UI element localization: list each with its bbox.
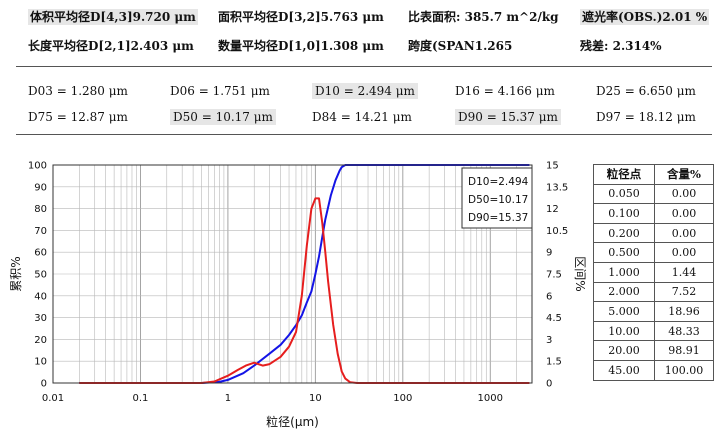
y2-tick-label: 10.5 xyxy=(546,226,568,237)
content-cell: 0.00 xyxy=(654,183,714,205)
size-point-cell: 5.000 xyxy=(593,301,655,322)
size-point-cell: 0.050 xyxy=(593,183,655,205)
y2-tick-label: 4.5 xyxy=(546,313,562,324)
y-tick-label: 60 xyxy=(34,248,47,259)
divider-top xyxy=(16,66,712,67)
y-axis-label: 累积% xyxy=(9,256,23,291)
size-point-cell: 0.200 xyxy=(593,222,655,244)
y-tick-label: 80 xyxy=(34,204,47,215)
d16-value: D16 = 4.166 μm xyxy=(455,84,555,98)
y-tick-label: 10 xyxy=(34,357,47,368)
content-cell: 0.00 xyxy=(654,242,714,263)
table-row: 20.00 98.91 xyxy=(593,340,714,361)
y-tick-label: 0 xyxy=(41,379,47,390)
y-tick-label: 90 xyxy=(34,182,47,193)
table-row: 2.000 7.52 xyxy=(593,281,714,303)
content-cell: 1.44 xyxy=(654,261,714,283)
y2-tick-label: 15 xyxy=(546,161,559,172)
x-tick-label: 10 xyxy=(309,393,322,404)
y-tick-label: 100 xyxy=(28,161,47,172)
content-cell: 18.96 xyxy=(654,301,714,322)
d-value-annotation: D10=2.494 D50=10.17 D90=15.37 xyxy=(461,167,533,229)
content-cell: 0.00 xyxy=(654,222,714,244)
table-row: 0.500 0.00 xyxy=(593,242,714,263)
y-tick-label: 50 xyxy=(34,270,47,281)
x-tick-label: 100 xyxy=(393,393,412,404)
d03-value: D03 = 1.280 μm xyxy=(28,84,128,98)
column-header-content: 含量% xyxy=(654,164,714,185)
size-point-cell: 20.00 xyxy=(593,340,655,361)
d06-value: D06 = 1.751 μm xyxy=(170,84,270,98)
divider-bottom xyxy=(16,134,712,135)
size-point-cell: 0.500 xyxy=(593,242,655,263)
y-tick-label: 40 xyxy=(34,291,47,302)
y2-tick-label: 13.5 xyxy=(546,182,568,193)
y2-tick-label: 6 xyxy=(546,291,552,302)
table-row: 0.100 0.00 xyxy=(593,203,714,224)
x-tick-label: 1000 xyxy=(478,393,503,404)
table-row: 5.000 18.96 xyxy=(593,301,714,322)
y-tick-label: 30 xyxy=(34,313,47,324)
d10-value: D10 = 2.494 μm xyxy=(312,83,418,99)
stat-length-mean: 长度平均径D[2,1]2.403 μm xyxy=(28,39,194,53)
table-row: 45.00 100.00 xyxy=(593,359,714,381)
stat-span: 跨度(SPAN1.265 xyxy=(408,39,513,53)
size-point-cell: 0.100 xyxy=(593,203,655,224)
y2-tick-labels: 0 1.5 3 4.5 6 7.5 9 10.5 12 13.5 15 xyxy=(546,161,568,390)
d90-value: D90 = 15.37 μm xyxy=(455,109,561,125)
d84-value: D84 = 14.21 μm xyxy=(312,110,412,124)
particle-size-chart: 0 10 20 30 40 50 60 70 80 90 100 0 1.5 3 4.5 6 7.5 9 10.5… xyxy=(9,161,587,430)
interval-series-line xyxy=(79,197,530,384)
size-point-cell: 2.000 xyxy=(593,281,655,303)
size-content-table: 粒径点 含量% 0.050 0.00 0.100 0.00 0.200 0.00 0.500… xyxy=(593,164,714,381)
plot-frame xyxy=(52,164,533,384)
content-cell: 98.91 xyxy=(654,340,714,361)
content-cell: 7.52 xyxy=(654,281,714,303)
stat-obscuration: 遮光率(OBS.)2.01 % xyxy=(580,9,710,25)
table-row: 0.050 0.00 xyxy=(593,183,714,205)
size-point-cell: 10.00 xyxy=(593,320,655,342)
d25-value: D25 = 6.650 μm xyxy=(596,84,696,98)
y-tick-label: 70 xyxy=(34,226,47,237)
content-cell: 48.33 xyxy=(654,320,714,342)
d75-value: D75 = 12.87 μm xyxy=(28,110,128,124)
y2-tick-label: 12 xyxy=(546,204,559,215)
y2-tick-label: 0 xyxy=(546,379,552,390)
stat-specific-surface: 比表面积: 385.7 m^2/kg xyxy=(408,10,559,24)
x-tick-labels: 0.01 0.1 1 10 100 1000 xyxy=(42,393,503,404)
content-cell: 100.00 xyxy=(654,359,714,381)
annotation-line: D50=10.17 xyxy=(468,194,528,206)
x-tick-label: 0.1 xyxy=(133,393,149,404)
table-row: 10.00 48.33 xyxy=(593,320,714,342)
table-row: 0.200 0.00 xyxy=(593,222,714,244)
d50-value: D50 = 10.17 μm xyxy=(170,109,276,125)
y-tick-label: 20 xyxy=(34,335,47,346)
content-cell: 0.00 xyxy=(654,203,714,224)
y2-tick-label: 1.5 xyxy=(546,357,562,368)
annotation-line: D90=15.37 xyxy=(468,212,528,224)
x-tick-label: 1 xyxy=(225,393,231,404)
y2-axis-label: 区间% xyxy=(573,256,587,291)
y2-tick-label: 7.5 xyxy=(546,270,562,281)
stat-volume-mean: 体积平均径D[4,3]9.720 μm xyxy=(28,9,198,25)
table-row: 1.000 1.44 xyxy=(593,261,714,283)
d97-value: D97 = 18.12 μm xyxy=(596,110,696,124)
size-point-cell: 1.000 xyxy=(593,261,655,283)
annotation-box xyxy=(461,167,533,229)
x-tick-label: 0.01 xyxy=(42,393,64,404)
stat-area-mean: 面积平均径D[3,2]5.763 μm xyxy=(218,10,384,24)
size-point-cell: 45.00 xyxy=(593,359,655,381)
annotation-line: D10=2.494 xyxy=(468,176,529,188)
y-tick-labels: 0 10 20 30 40 50 60 70 80 90 100 xyxy=(28,161,47,390)
stat-residual: 残差: 2.314% xyxy=(580,39,662,53)
x-axis-label: 粒径(μm) xyxy=(266,414,319,429)
column-header-size: 粒径点 xyxy=(593,164,655,185)
y2-tick-label: 3 xyxy=(546,335,552,346)
stat-number-mean: 数量平均径D[1,0]1.308 μm xyxy=(218,39,384,53)
chart-grid xyxy=(52,164,533,384)
table-header-row: 粒径点 含量% xyxy=(593,164,714,185)
y2-tick-label: 9 xyxy=(546,248,552,259)
